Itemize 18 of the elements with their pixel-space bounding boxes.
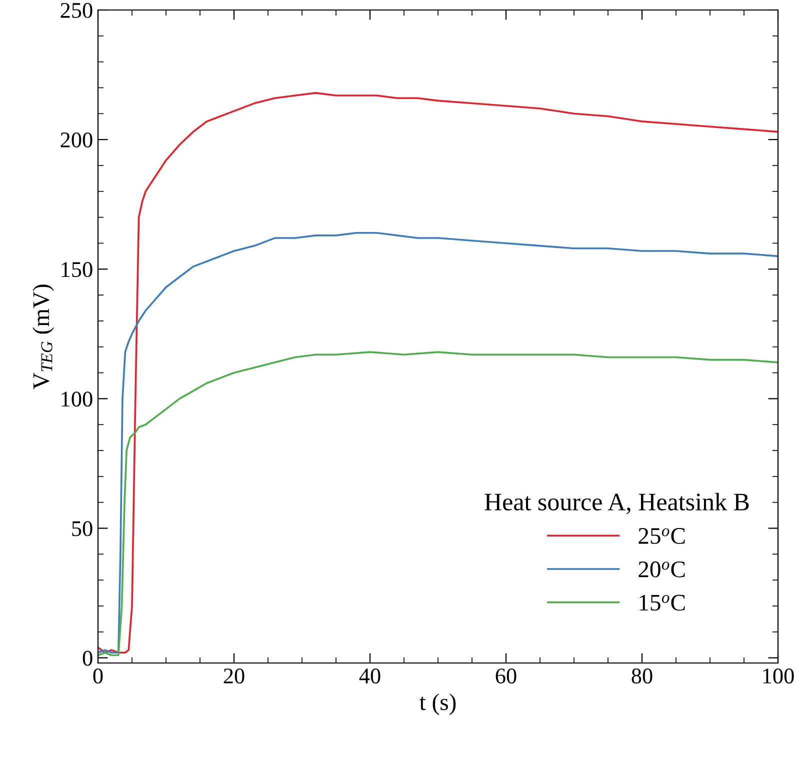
x-tick-label: 0 [93, 668, 103, 684]
y-tick-label: 250 [60, 2, 92, 18]
x-tick-label: 80 [632, 668, 652, 684]
x-tick-label: 60 [496, 668, 516, 684]
x-tick-label: 100 [763, 668, 794, 684]
y-tick-label: 150 [62, 262, 92, 278]
x-axis-title: t (s) [420, 694, 456, 715]
legend-label: 25$^{o}$C [638, 528, 685, 544]
legend-title: Heat source A, Heatsink B [484, 492, 749, 514]
x-tick-label: 20 [224, 668, 244, 684]
y-tick-label: 50 [72, 521, 92, 536]
legend-label: 15$^{o}$C [640, 594, 685, 611]
y-tick-label: 100 [62, 392, 92, 407]
legend-label: 20$^{o}$C [638, 561, 685, 578]
y-tick-label: 200 [60, 132, 92, 148]
y-tick-label: 0 [82, 650, 92, 666]
y-axis-title: V$_{TEG}$ (mV) [32, 284, 54, 390]
x-tick-label: 40 [359, 668, 380, 684]
